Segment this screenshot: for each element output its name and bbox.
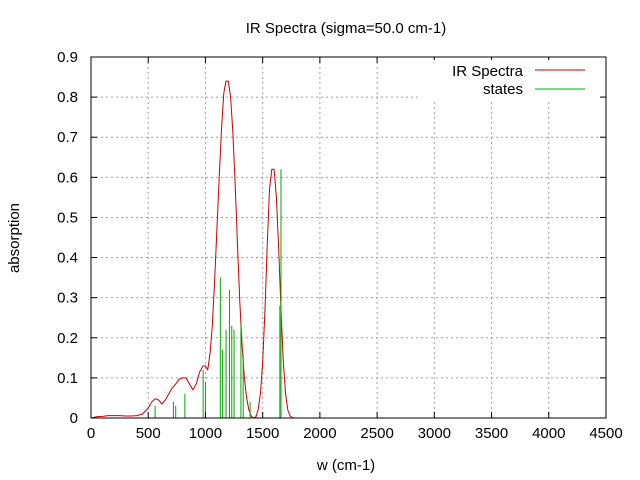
legend: IR Spectra states [420,60,600,100]
x-tick-label: 0 [87,425,95,442]
legend-background [420,60,600,100]
legend-label-ir-spectra: IR Spectra [452,63,524,80]
y-tick-label: 0.4 [57,250,78,267]
y-tick-labels: 0 0.1 0.2 0.3 0.4 0.5 0.6 0.7 0.8 0.9 [57,49,78,427]
x-tick-label: 3500 [475,425,508,442]
y-tick-label: 0 [70,410,78,427]
tick-marks [90,56,607,419]
y-tick-label: 0.7 [57,129,78,146]
series-layer [90,80,606,419]
y-tick-label: 0.9 [57,49,78,66]
y-tick-label: 0.1 [57,370,78,387]
x-tick-label: 4000 [532,425,565,442]
x-tick-label: 1000 [189,425,222,442]
x-tick-label: 500 [136,425,161,442]
chart-title: IR Spectra (sigma=50.0 cm-1) [246,20,447,37]
x-tick-label: 3000 [418,425,451,442]
ir-spectra-line [90,80,606,419]
x-tick-label: 2500 [360,425,393,442]
y-tick-label: 0.2 [57,330,78,347]
x-tick-label: 2000 [303,425,336,442]
plot-frame [90,56,607,419]
legend-label-states: states [483,81,523,98]
x-tick-label: 1500 [246,425,279,442]
y-tick-label: 0.8 [57,89,78,106]
x-tick-labels: 0 500 1000 1500 2000 2500 3000 3500 4000 4500 [87,425,623,442]
y-tick-label: 0.3 [57,290,78,307]
y-tick-label: 0.5 [57,209,78,226]
x-axis-title: w (cm-1) [316,457,375,474]
gridlines [91,57,606,418]
x-tick-label: 4500 [589,425,622,442]
y-tick-label: 0.6 [57,169,78,186]
y-axis-title: absorption [6,203,23,273]
